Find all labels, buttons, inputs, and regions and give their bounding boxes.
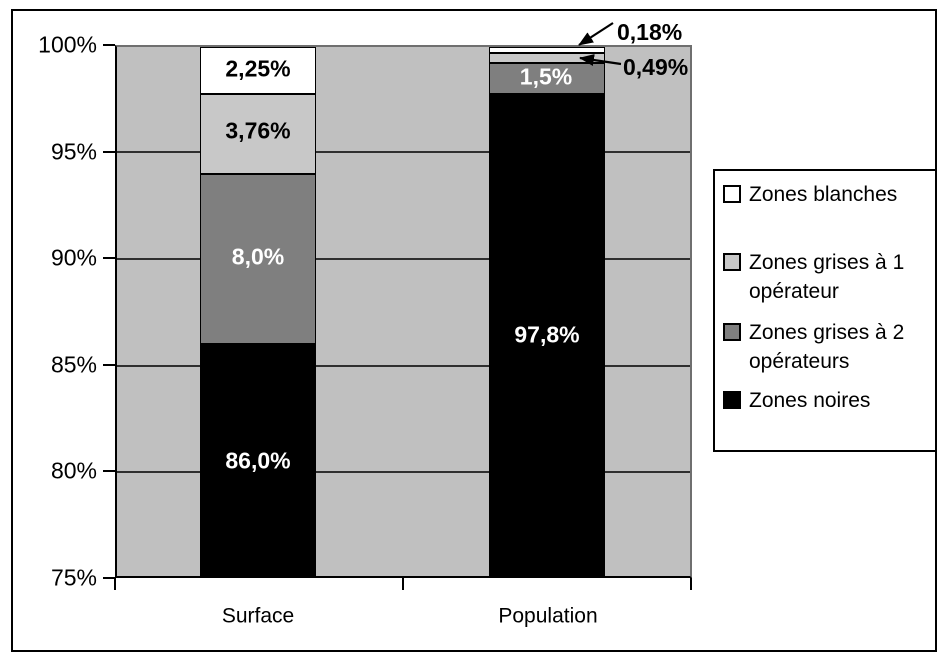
bar-population	[489, 47, 605, 576]
legend-swatch-black-icon	[723, 391, 741, 409]
legend-label: Zones noires	[749, 389, 871, 412]
y-tick-mark	[103, 257, 115, 259]
plot-area	[115, 45, 692, 578]
y-tick-label-90: 90%	[50, 244, 97, 271]
legend-swatch-darkgray-icon	[723, 323, 741, 341]
y-tick-mark	[103, 470, 115, 472]
x-category-label-surface: Surface	[221, 604, 295, 628]
x-category-label-population: Population	[498, 604, 598, 628]
legend: Zones blanches Zones grises à 1 opérateu…	[713, 169, 937, 452]
segment-surface-zones-grises-1	[200, 94, 316, 174]
bar-value-label-surface-grises2: 8,0%	[231, 243, 285, 270]
bar-value-label-surface-noires: 86,0%	[225, 447, 291, 474]
annotation-label-0-18: 0,18%	[617, 19, 683, 45]
bar-value-label-population-grises2: 1,5%	[519, 63, 573, 90]
bar-surface	[200, 47, 316, 576]
legend-item-zones-grises-1: Zones grises à 1 opérateur	[723, 248, 933, 306]
legend-swatch-white-icon	[723, 185, 741, 203]
gridline-80	[117, 471, 690, 473]
gridline-90	[117, 258, 690, 260]
segment-surface-zones-blanches	[200, 47, 316, 94]
legend-swatch-lightgray-icon	[723, 253, 741, 271]
segment-surface-zones-grises-2	[200, 174, 316, 344]
y-tick-mark	[103, 44, 115, 46]
bar-value-label-surface-blanches: 2,25%	[225, 55, 291, 82]
y-tick-label-80: 80%	[50, 457, 97, 484]
segment-population-zones-blanches	[489, 47, 605, 53]
segment-population-zones-grises-2	[489, 63, 605, 94]
legend-label: Zones grises à 1 opérateur	[749, 251, 905, 303]
y-tick-label-95: 95%	[50, 138, 97, 165]
x-tick-mark	[402, 578, 404, 590]
y-tick-mark	[103, 577, 115, 579]
bar-value-label-population-noires: 97,8%	[514, 321, 580, 348]
segment-surface-zones-noires	[200, 344, 316, 576]
gridline-95	[117, 151, 690, 153]
segment-population-zones-noires	[489, 94, 605, 576]
x-tick-mark	[690, 578, 692, 590]
legend-label: Zones grises à 2 opérateurs	[749, 321, 905, 373]
legend-item-zones-grises-2: Zones grises à 2 opérateurs	[723, 318, 933, 376]
bar-value-label-surface-grises1: 3,76%	[225, 117, 291, 144]
y-tick-label-85: 85%	[50, 351, 97, 378]
y-tick-mark	[103, 364, 115, 366]
segment-population-zones-grises-1	[489, 53, 605, 63]
x-tick-mark	[114, 578, 116, 590]
legend-label: Zones blanches	[749, 183, 898, 206]
gridline-85	[117, 365, 690, 367]
legend-item-zones-noires: Zones noires	[723, 386, 933, 415]
y-tick-mark	[103, 151, 115, 153]
y-tick-label-100: 100%	[38, 31, 97, 58]
legend-item-zones-blanches: Zones blanches	[723, 180, 933, 209]
y-tick-label-75: 75%	[50, 564, 97, 591]
annotation-label-0-49: 0,49%	[623, 54, 689, 80]
